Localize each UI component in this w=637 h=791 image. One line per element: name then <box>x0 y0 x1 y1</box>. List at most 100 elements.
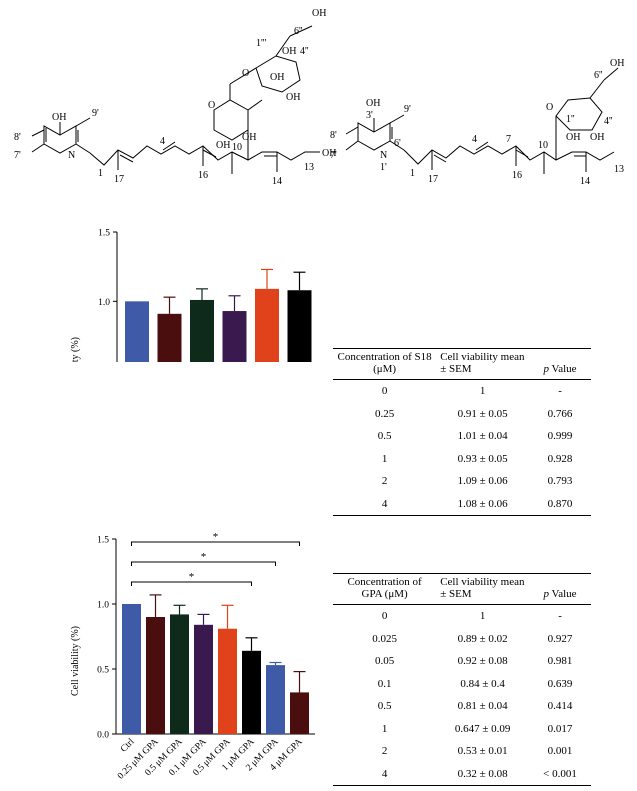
cell-concentration: 4 <box>333 762 437 786</box>
cell-concentration: 0.5 <box>377 700 392 713</box>
p-symbol: p <box>543 363 549 375</box>
left-label-c14: 14 <box>272 176 282 187</box>
cell-concentration: 1 <box>381 722 388 735</box>
left-label-oh-ring2a: OH <box>216 140 230 151</box>
table-row: 0.1 0.84 ± 0.4 0.639 <box>333 673 591 696</box>
table-row: 4 1.08 ± 0.06 0.870 <box>333 492 591 516</box>
left-label-c1: 1 <box>98 168 103 179</box>
bar <box>222 311 247 362</box>
cell-p-value: 0.870 <box>529 492 591 516</box>
right-label-c6p: 6' <box>394 138 401 149</box>
cell-viability: 0.89 ± 0.02 <box>457 632 508 645</box>
cell-viability: 0.91 ± 0.05 <box>457 407 508 420</box>
right-label-oh-a: OH <box>566 132 580 143</box>
right-label-c7p: 7' <box>330 150 337 161</box>
cell-viability: 1 <box>479 385 486 398</box>
significance-bracket <box>131 581 252 586</box>
s18-viability-chart: Cell viability (%) 0.00.51.01.5Ctrl0.25 … <box>70 229 312 362</box>
right-label-c4: 4 <box>472 134 477 145</box>
cell-viability: 0.53 ± 0.01 <box>457 745 508 758</box>
bar <box>266 665 285 734</box>
right-label-oh-pyr: OH <box>366 98 380 109</box>
cell-p-value: 0.927 <box>547 632 573 645</box>
cell-p-value: - <box>558 385 562 398</box>
left-label-c9p: 9' <box>92 108 99 119</box>
cell-viability: 0.81 ± 0.04 <box>457 700 508 713</box>
table-row: 1 0.647 ± 0.09 0.017 <box>333 718 591 741</box>
bar <box>146 617 165 734</box>
right-label-c4pp: 4'' <box>604 116 613 127</box>
cell-concentration: 0.5 <box>377 430 392 443</box>
cell-viability: 1 <box>479 610 486 623</box>
right-label-c9p: 9' <box>404 104 411 115</box>
y-tick-label: 1.0 <box>97 601 109 611</box>
col-header-concentration: Concentration of S18 (μM) <box>333 348 437 380</box>
cell-viability: 1.09 ± 0.06 <box>457 475 508 488</box>
significance-star: * <box>213 531 219 543</box>
left-label-oh-pyr: OH <box>52 112 66 123</box>
cell-viability: 0.647 ± 0.09 <box>454 722 511 735</box>
cell-concentration: 0 <box>381 385 388 398</box>
bar <box>290 692 309 734</box>
cell-viability: 0.93 ± 0.05 <box>457 452 508 465</box>
table-row: 0 1 - <box>333 380 591 403</box>
cell-concentration: 0 <box>381 610 388 623</box>
cell-viability: 1.08 ± 0.06 <box>436 492 530 516</box>
right-label-oh-6pp: OH <box>610 58 624 69</box>
col-header-p-value: p Value <box>529 348 591 380</box>
significance-bracket <box>131 541 300 546</box>
cell-viability: 0.92 ± 0.08 <box>457 655 508 668</box>
col-header-viability: Cell viability mean ± SEM <box>436 348 530 380</box>
cell-p-value: 0.639 <box>547 677 573 690</box>
table-header-row: Concentration of S18 (μM) Cell viability… <box>333 348 591 380</box>
left-label-c10: 10 <box>232 142 242 153</box>
bar <box>190 299 214 362</box>
right-label-c10: 10 <box>538 140 548 151</box>
bar <box>170 614 189 734</box>
cell-concentration: 1 <box>381 452 388 465</box>
table-row: 0 1 - <box>333 605 591 628</box>
cell-concentration: 0.25 <box>374 407 395 420</box>
cell-viability: 1.01 ± 0.04 <box>457 430 508 443</box>
cell-p-value: 0.981 <box>547 655 573 668</box>
right-label-c7: 7 <box>506 134 511 145</box>
col-header-p-value: p Value <box>529 573 591 605</box>
table-row: 1 0.93 ± 0.05 0.928 <box>333 448 591 471</box>
right-label-c17: 17 <box>428 174 438 185</box>
x-tick-label: Ctrl <box>119 737 137 755</box>
table-header-row: Concentration of GPA (μM) Cell viability… <box>333 573 591 605</box>
gpa-viability-table: Concentration of GPA (μM) Cell viability… <box>333 573 591 786</box>
bar <box>125 301 149 362</box>
table-row: 0.5 1.01 ± 0.04 0.999 <box>333 425 591 448</box>
left-label-c8p: 8' <box>14 132 21 143</box>
bar <box>194 624 213 734</box>
left-label-c16: 16 <box>198 170 208 181</box>
right-sugar-ring <box>555 97 603 131</box>
y-tick-label: 1.5 <box>98 229 110 239</box>
left-label-oh-top: OH <box>270 72 284 83</box>
bar <box>157 313 182 362</box>
cell-p-value: 0.017 <box>547 722 573 735</box>
y-tick-label: 1.0 <box>98 298 110 308</box>
left-label-o-ring2: O <box>208 100 215 111</box>
right-label-c1: 1 <box>410 168 415 179</box>
left-label-c4: 4 <box>160 136 165 147</box>
bar <box>122 604 141 734</box>
table-row: 2 0.53 ± 0.01 0.001 <box>333 740 591 763</box>
cell-concentration: 0.1 <box>377 677 392 690</box>
significance-bracket <box>131 561 276 566</box>
cell-viability: 0.84 ± 0.4 <box>460 677 505 690</box>
table-row: 0.025 0.89 ± 0.02 0.927 <box>333 628 591 651</box>
cell-p-value: 0.414 <box>547 700 573 713</box>
cell-p-value: - <box>558 610 562 623</box>
left-label-c13: 13 <box>304 162 314 173</box>
cell-p-value: 0.766 <box>547 407 573 420</box>
p-symbol: p <box>543 588 549 600</box>
left-label-o-link: O <box>242 68 249 79</box>
significance-star: * <box>201 551 207 563</box>
left-label-oh-sugar: OH <box>282 46 296 57</box>
left-label-oh-ring2b: OH <box>242 132 256 143</box>
left-label-oh-6pp: OH <box>312 8 326 19</box>
s18-chart-ylabel: Cell viability (%) <box>70 337 81 362</box>
col-header-concentration: Concentration of GPA (μM) <box>333 573 437 605</box>
